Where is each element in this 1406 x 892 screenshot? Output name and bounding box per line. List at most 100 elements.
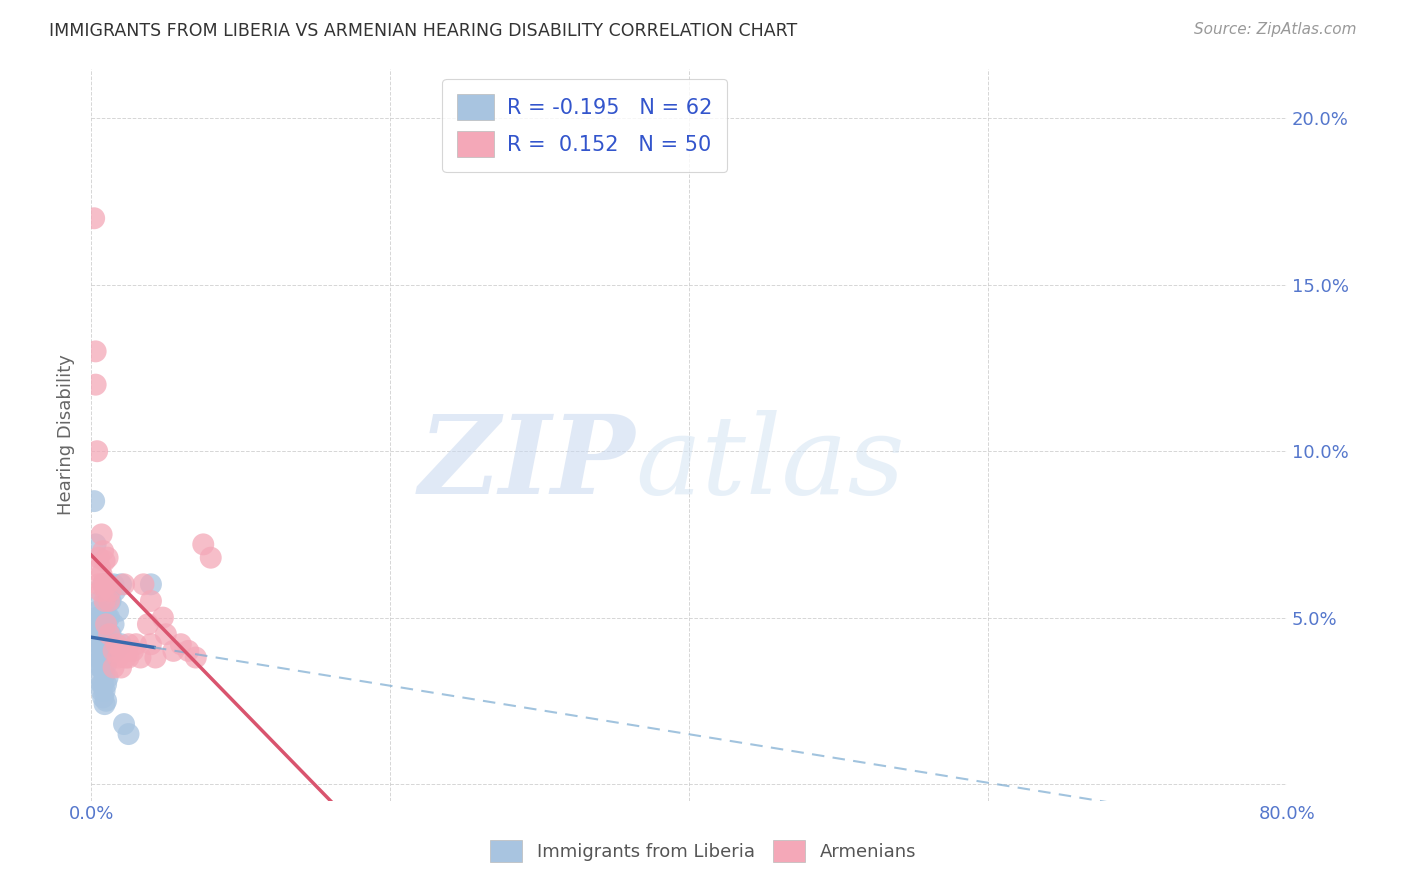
Point xyxy=(86,627,108,641)
Point xyxy=(103,577,125,591)
Point xyxy=(114,650,136,665)
Point xyxy=(184,650,207,665)
Point xyxy=(93,554,115,568)
Point xyxy=(105,637,128,651)
Point xyxy=(87,637,110,651)
Text: atlas: atlas xyxy=(636,410,905,517)
Point xyxy=(94,677,117,691)
Legend: Immigrants from Liberia, Armenians: Immigrants from Liberia, Armenians xyxy=(482,833,924,870)
Point xyxy=(93,650,115,665)
Point xyxy=(200,550,222,565)
Point xyxy=(117,637,139,651)
Point xyxy=(91,660,114,674)
Point xyxy=(90,660,112,674)
Point xyxy=(91,637,114,651)
Point xyxy=(98,637,121,651)
Point xyxy=(90,677,112,691)
Point xyxy=(91,577,114,591)
Point xyxy=(93,624,115,638)
Point xyxy=(91,624,114,638)
Point xyxy=(112,717,135,731)
Text: ZIP: ZIP xyxy=(419,410,636,517)
Point xyxy=(90,650,112,665)
Point xyxy=(110,660,132,674)
Point xyxy=(87,650,110,665)
Point xyxy=(89,650,111,665)
Point xyxy=(100,594,122,608)
Point xyxy=(94,617,117,632)
Point xyxy=(152,610,174,624)
Point xyxy=(89,584,111,599)
Point xyxy=(87,604,110,618)
Point xyxy=(98,577,121,591)
Point xyxy=(110,577,132,591)
Point xyxy=(90,567,112,582)
Point xyxy=(97,650,120,665)
Point xyxy=(125,637,148,651)
Point xyxy=(91,610,114,624)
Point xyxy=(93,610,115,624)
Y-axis label: Hearing Disability: Hearing Disability xyxy=(58,354,75,515)
Point xyxy=(139,594,162,608)
Point xyxy=(139,577,162,591)
Point xyxy=(93,637,115,651)
Point xyxy=(98,627,121,641)
Point xyxy=(103,617,125,632)
Point xyxy=(89,610,111,624)
Point xyxy=(103,644,125,658)
Point xyxy=(83,494,105,508)
Point xyxy=(117,727,139,741)
Point xyxy=(97,550,120,565)
Point xyxy=(177,644,200,658)
Point xyxy=(97,631,120,645)
Point xyxy=(170,637,193,651)
Point xyxy=(162,644,184,658)
Point xyxy=(87,617,110,632)
Point xyxy=(110,637,132,651)
Point xyxy=(90,617,112,632)
Point xyxy=(83,211,105,226)
Point xyxy=(98,610,121,624)
Point xyxy=(155,627,177,641)
Point xyxy=(94,617,117,632)
Point xyxy=(97,610,120,624)
Point xyxy=(91,677,114,691)
Point xyxy=(89,594,111,608)
Point xyxy=(91,577,114,591)
Point xyxy=(104,584,127,599)
Point xyxy=(117,650,139,665)
Point xyxy=(100,627,122,641)
Point xyxy=(89,671,111,685)
Point xyxy=(100,584,122,599)
Point xyxy=(97,577,120,591)
Point xyxy=(94,694,117,708)
Point xyxy=(91,650,114,665)
Point xyxy=(89,660,111,674)
Point xyxy=(103,660,125,674)
Point xyxy=(87,550,110,565)
Point xyxy=(104,644,127,658)
Point xyxy=(90,637,112,651)
Point xyxy=(94,594,117,608)
Point xyxy=(84,344,107,359)
Point xyxy=(136,617,159,632)
Point xyxy=(90,627,112,641)
Point xyxy=(110,644,132,658)
Point xyxy=(89,637,111,651)
Point xyxy=(94,577,117,591)
Point xyxy=(122,644,145,658)
Point xyxy=(97,671,120,685)
Point xyxy=(93,683,115,698)
Point xyxy=(107,604,129,618)
Text: IMMIGRANTS FROM LIBERIA VS ARMENIAN HEARING DISABILITY CORRELATION CHART: IMMIGRANTS FROM LIBERIA VS ARMENIAN HEAR… xyxy=(49,22,797,40)
Point xyxy=(86,444,108,458)
Point xyxy=(98,594,121,608)
Text: Source: ZipAtlas.com: Source: ZipAtlas.com xyxy=(1194,22,1357,37)
Point xyxy=(90,527,112,541)
Point xyxy=(91,690,114,705)
Point xyxy=(89,624,111,638)
Point xyxy=(84,377,107,392)
Point xyxy=(94,637,117,651)
Point xyxy=(94,657,117,672)
Point xyxy=(112,577,135,591)
